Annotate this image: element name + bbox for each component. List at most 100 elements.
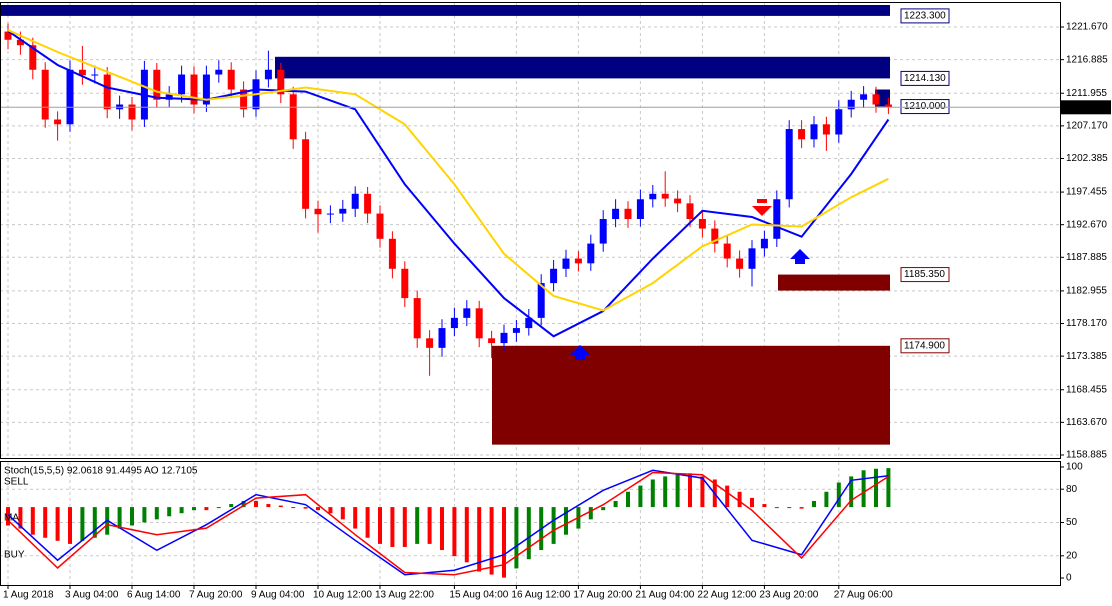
level-label-box	[900, 8, 950, 24]
candle-body	[91, 74, 99, 76]
candle-body	[240, 89, 248, 110]
histogram-bar	[92, 507, 97, 538]
level-label-box	[900, 70, 950, 86]
candle-body	[178, 74, 186, 95]
histogram-bar	[204, 507, 209, 511]
y-tick-label: 80	[1066, 484, 1078, 495]
y-tick-label: 1202.385	[1066, 153, 1108, 164]
candle-body	[29, 45, 37, 70]
last-price-box	[1061, 100, 1111, 115]
histogram-bar	[216, 507, 221, 509]
histogram-bar	[229, 504, 234, 508]
histogram-bar	[278, 505, 283, 508]
y-tick-label: 0	[1066, 573, 1072, 584]
x-tick-label: 15 Aug 04:00	[449, 590, 508, 601]
candle-body	[215, 69, 223, 75]
histogram-bar	[650, 479, 655, 508]
candle-body	[674, 198, 682, 204]
candle-body	[512, 328, 520, 333]
candle-body	[289, 94, 297, 140]
buy-arrow	[790, 249, 810, 264]
y-tick-label: 1173.385	[1066, 351, 1107, 362]
candle-body	[314, 208, 322, 215]
histogram-bar	[415, 507, 420, 544]
candle-body	[525, 317, 533, 329]
histogram-bar	[663, 476, 668, 508]
histogram-bar	[55, 507, 60, 541]
level-label: 1223.300	[904, 11, 946, 22]
stochastic-line	[7, 471, 889, 576]
oscillator-label: Stoch(15,5,5) 92.0618 91.4495 AO 12.7105	[4, 466, 198, 477]
candle-body	[661, 193, 669, 199]
y-tick-label: 1163.670	[1066, 417, 1107, 428]
candle-body	[426, 338, 434, 348]
histogram-bar	[836, 482, 841, 508]
histogram-bar	[427, 507, 432, 544]
candle-body	[810, 124, 818, 140]
sell-label: SELL	[4, 477, 29, 488]
main-frame	[0, 2, 1061, 459]
histogram-bar	[353, 507, 358, 529]
histogram-bar	[601, 507, 606, 511]
candle-body	[562, 258, 570, 269]
histogram-bar	[675, 473, 680, 508]
histogram-bar	[477, 507, 482, 572]
histogram-bar	[80, 507, 85, 541]
candle-body	[686, 203, 694, 220]
buy-label: BUY	[4, 550, 25, 561]
histogram-bar	[365, 507, 370, 538]
histogram-bar	[241, 500, 246, 508]
candle-body	[153, 69, 161, 100]
candle-body	[227, 69, 235, 90]
histogram-bar	[30, 507, 35, 535]
histogram-bar	[464, 507, 469, 563]
y-tick-label: 1168.455	[1066, 384, 1107, 395]
histogram-bar	[588, 507, 593, 520]
histogram-bar	[142, 507, 147, 523]
candle-body	[41, 69, 49, 120]
candle-body	[376, 213, 384, 239]
histogram-bar	[402, 507, 407, 547]
y-tick-label: 1192.670	[1066, 219, 1107, 230]
histogram-bar	[254, 500, 258, 508]
candle-body	[4, 31, 12, 40]
histogram-bar	[787, 507, 792, 509]
histogram-bar	[378, 507, 382, 544]
level-label-box	[900, 99, 950, 115]
histogram-bar	[799, 507, 804, 509]
histogram-bar	[18, 507, 23, 529]
y-tick-label: 100	[1066, 462, 1083, 473]
histogram-bar	[812, 500, 816, 508]
candle-body	[550, 268, 558, 284]
candle-body	[16, 39, 24, 46]
candle-body	[847, 99, 855, 110]
candle-body	[128, 104, 136, 120]
histogram-bar	[6, 507, 10, 526]
candle-body	[364, 193, 372, 214]
histogram-bar	[514, 507, 519, 569]
candle-body	[785, 129, 793, 200]
histogram-bar	[613, 500, 618, 508]
candle-body	[339, 208, 347, 214]
candle-body	[872, 94, 880, 105]
x-tick-label: 7 Aug 20:00	[189, 590, 243, 601]
histogram-bar	[564, 507, 568, 535]
candle-body	[599, 219, 607, 244]
candle-body	[773, 199, 781, 239]
histogram-bar	[130, 507, 134, 526]
histogram-bar	[154, 507, 159, 520]
histogram-bar	[774, 507, 779, 509]
histogram-bar	[824, 491, 829, 508]
x-tick-label: 23 Aug 20:00	[759, 590, 818, 601]
y-tick-label: 1216.885	[1066, 54, 1108, 65]
level-label: 1174.900	[904, 340, 945, 351]
candle-body	[388, 238, 396, 269]
candle-body	[698, 219, 706, 229]
x-tick-label: 3 Aug 04:00	[65, 590, 119, 601]
candle-body	[612, 208, 620, 220]
candle-body	[202, 74, 210, 105]
histogram-bar	[861, 470, 866, 508]
candle-body	[165, 94, 173, 100]
candle-body	[723, 243, 731, 259]
